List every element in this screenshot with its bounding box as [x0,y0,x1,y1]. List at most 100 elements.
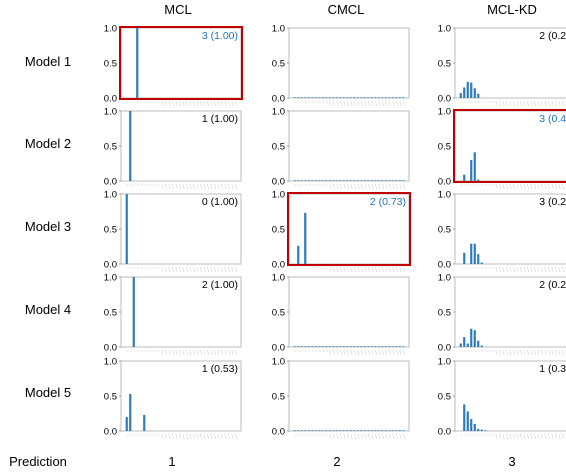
bar [353,430,355,431]
bar [388,346,390,347]
x-tick-label [482,184,484,186]
x-tick-label [326,350,328,352]
y-tick-label: 0.5 [438,59,451,70]
x-tick-label [197,101,199,106]
x-tick-label [137,184,139,186]
bar [297,246,299,264]
x-tick-label [169,267,171,272]
x-tick-label [197,184,199,189]
bar [311,346,313,347]
x-tick-label [130,350,132,352]
x-tick-label [513,101,515,106]
bar [463,404,465,431]
x-tick-label [548,267,550,272]
x-tick-label [141,350,143,352]
bar [477,429,479,431]
x-tick-label [538,350,540,355]
bar [315,430,317,431]
x-tick-label [471,184,473,186]
bar [297,180,299,181]
x-tick-label [169,434,171,439]
x-tick-label [382,434,384,439]
x-tick-label [482,434,484,436]
x-tick-label [172,267,174,272]
x-tick-label [393,184,395,189]
x-tick-label [127,101,129,103]
x-tick-label [559,434,561,439]
x-tick-label [316,267,318,269]
x-tick-label [559,184,561,189]
x-tick-label [302,434,304,436]
bar [470,244,472,264]
x-tick-label [137,267,139,269]
x-tick-label [333,184,335,189]
x-tick-label [172,101,174,106]
x-tick-label [393,350,395,355]
x-tick-label [475,434,477,436]
x-tick-label [347,434,349,439]
x-tick-label [144,350,146,352]
x-tick-label [485,267,487,269]
x-tick-label [351,184,353,189]
x-tick-label [513,350,515,355]
x-tick-label [200,184,202,189]
x-tick-label [531,350,533,355]
x-tick-label [492,267,494,269]
x-tick-label [179,267,181,272]
x-tick-label [375,101,377,106]
x-tick-label [545,434,547,439]
bar [332,97,334,98]
x-tick-label [232,434,234,439]
x-tick-label [468,101,470,103]
x-tick-label [319,267,321,269]
x-tick-label [552,267,554,272]
bar [343,180,345,181]
x-tick-label [204,267,206,272]
bar [126,417,128,431]
x-tick-label [499,350,501,355]
row-label-model-4: Model 4 [25,302,71,317]
x-tick-label [386,350,388,355]
x-tick-label [295,101,297,103]
bar [374,430,376,431]
x-tick-label [337,184,339,189]
x-tick-label [190,350,192,355]
prediction-footer: Prediction 1 2 3 [9,454,516,469]
y-tick-label: 0.0 [438,343,451,354]
x-tick-label [552,101,554,106]
x-tick-label [172,434,174,439]
x-tick-label [155,184,157,186]
x-tick-label [464,101,466,103]
panel-model-5-mcl-kd: 0.00.51.01 (0.38 [438,357,566,440]
row-label-model-1: Model 1 [25,54,71,69]
bar [470,160,472,181]
x-tick-label [489,101,491,103]
x-tick-label [158,434,160,436]
y-tick-label: 1.0 [438,24,451,35]
bar [297,346,299,347]
x-tick-label [218,350,220,355]
x-tick-label [386,101,388,106]
bar [143,415,145,431]
bar [308,346,310,347]
y-tick-label: 1.0 [438,190,451,201]
x-tick-label [375,434,377,439]
y-tick-label: 1.0 [272,107,285,118]
x-tick-label [478,434,480,436]
x-tick-label [127,434,129,436]
bar [339,180,341,181]
x-tick-label [309,101,311,103]
x-tick-label [361,184,363,189]
x-tick-label [555,434,557,439]
x-tick-label [496,101,498,106]
x-tick-label [403,267,405,272]
x-tick-label [347,267,349,272]
x-tick-label [211,434,213,439]
x-tick-label [316,101,318,103]
x-tick-label [545,184,547,189]
x-tick-label [382,350,384,355]
x-tick-label [211,184,213,189]
x-tick-label [179,101,181,106]
bar [357,180,359,181]
x-tick-label [207,101,209,106]
